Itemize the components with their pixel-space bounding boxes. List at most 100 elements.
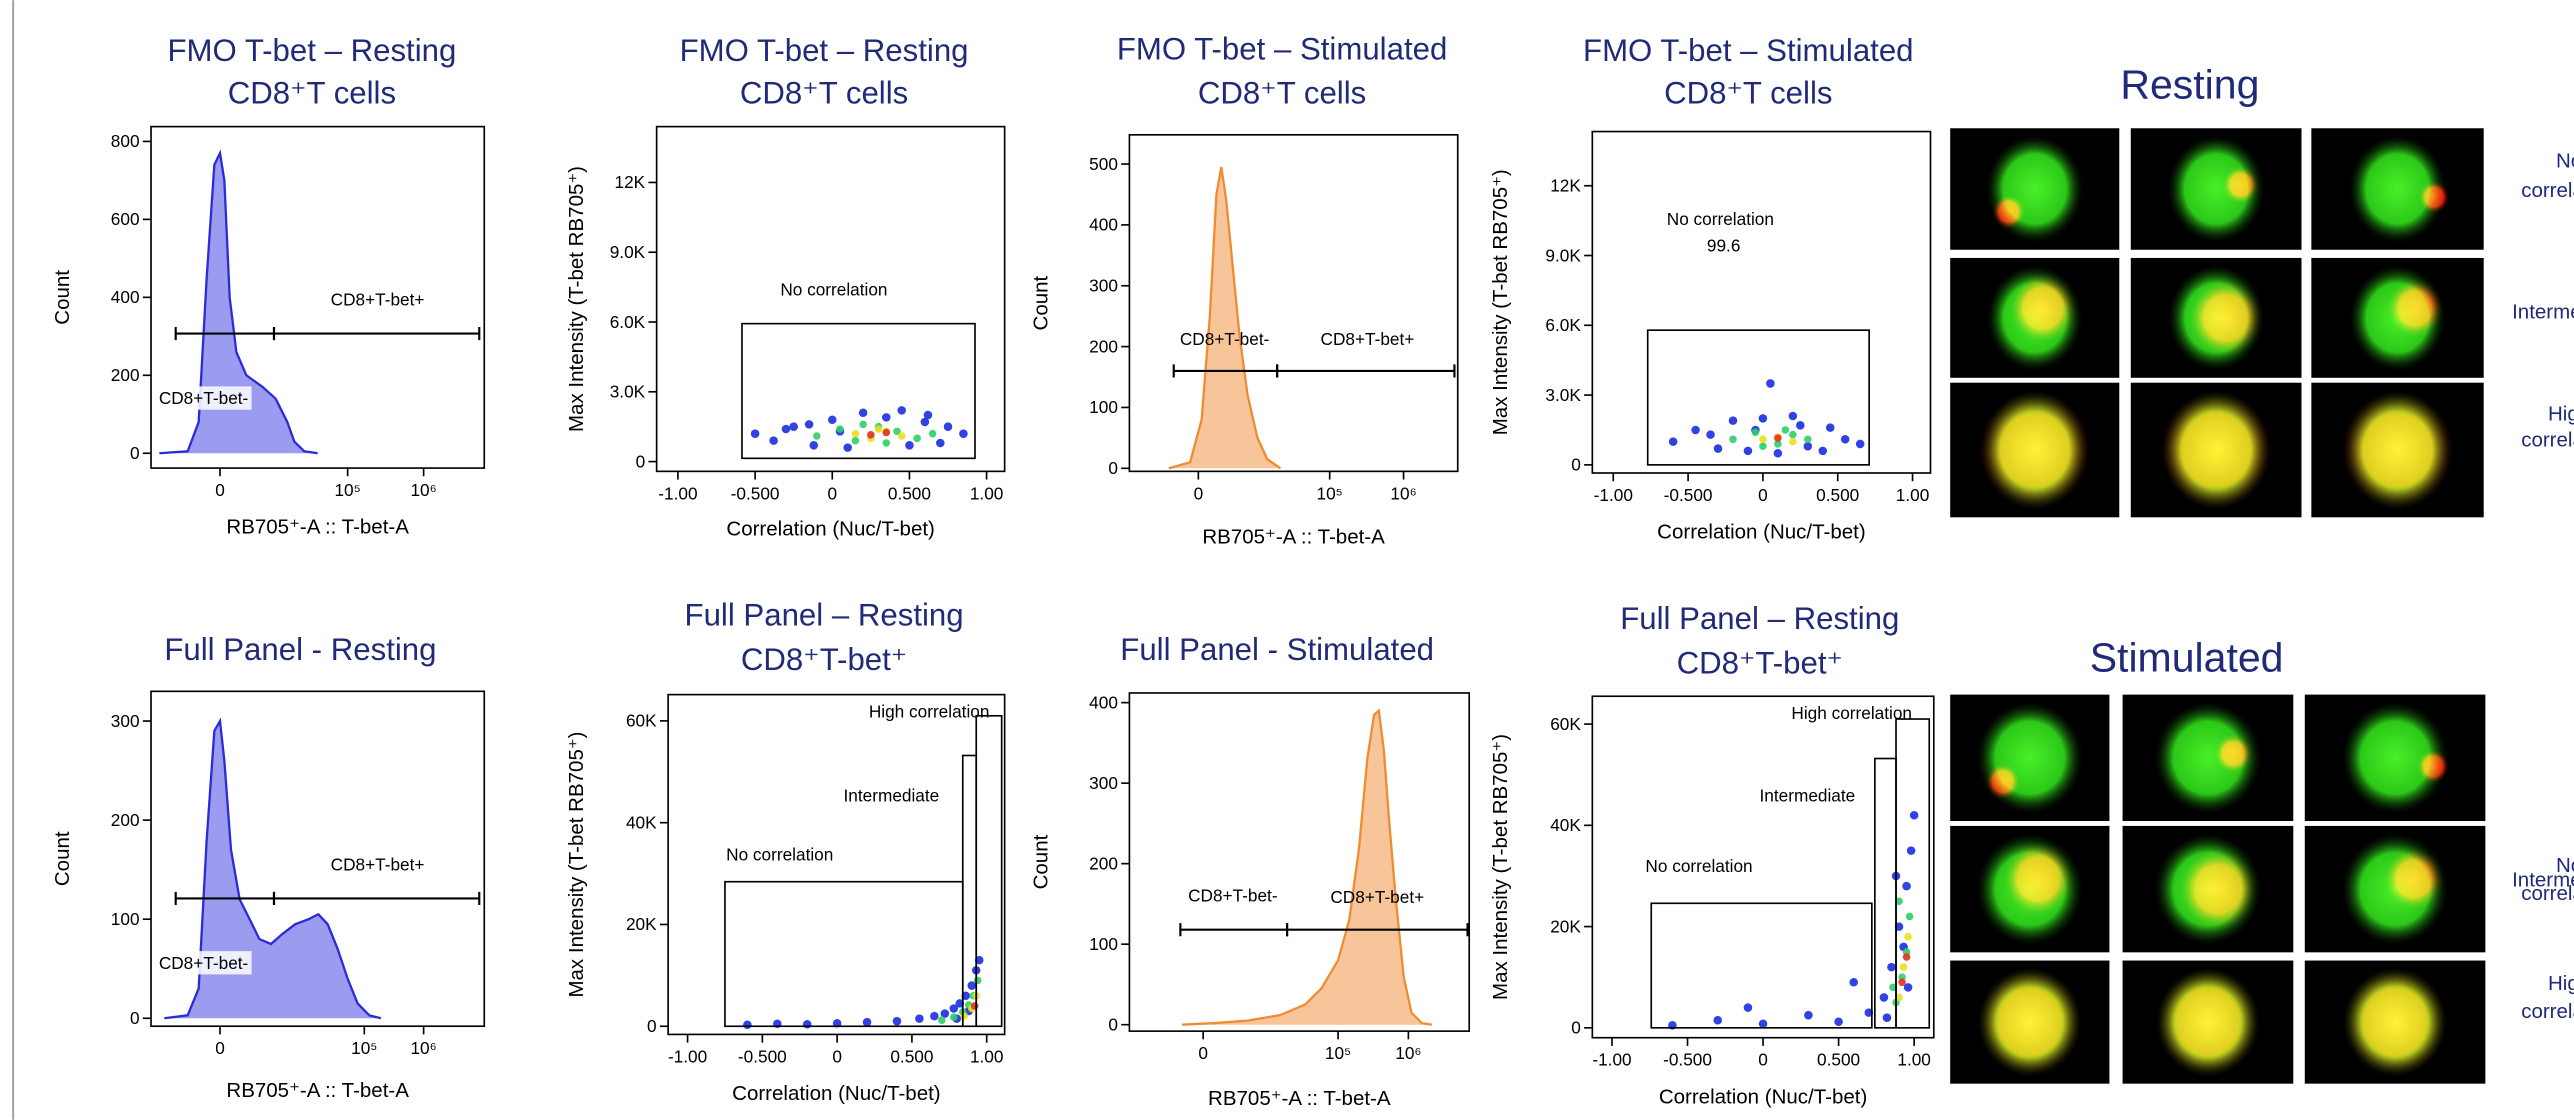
scatter-point [1759,442,1767,451]
green-signal [2341,702,2449,814]
panel: FMO T-bet – Stimulated CD8⁺T cells RB705⁺-… [1029,31,1459,549]
scatter-point [1864,1008,1874,1017]
histogram-line [1168,166,1282,470]
scatter-point [1691,425,1700,435]
chart-subtitle: CD8⁺T-bet⁺ [1677,645,1843,680]
gate-label: CD8+T-bet+ [331,290,425,310]
scatter-point [781,424,791,434]
scatter-point [955,999,965,1008]
scatter-point [882,413,891,422]
gate-line [1286,923,1469,937]
y-tick-label: 40K [626,812,657,832]
y-axis-label: Count [51,270,74,325]
scatter-point [843,443,852,452]
scatter-point [1804,1010,1813,1020]
scatter-point [1855,439,1865,449]
chart-title: Full Panel - Stimulated [1120,632,1434,667]
scatter-point [882,428,891,437]
microscopy-image [2122,960,2294,1084]
gate-rect [1646,329,1870,466]
x-axis-label: RB705⁺-A :: T-bet-A [1202,526,1385,549]
x-tick-label: -0.500 [1664,485,1713,505]
red-signal [2387,279,2443,338]
y-tick-label: 200 [1089,853,1118,873]
scatter-point [813,432,821,440]
scatter-point [1713,1015,1723,1025]
red-signal [2156,967,2260,1077]
x-tick-label: 10⁵ [1317,483,1343,503]
gate-label: CD8+T-bet- [1180,329,1269,349]
scatter-point [851,436,860,445]
row-label: No [2556,150,2574,173]
y-tick-label: 12K [1550,175,1581,195]
y-axis-label: Count [1029,834,1052,889]
gate-line [272,891,481,905]
scatter-point [961,991,971,1001]
scatter-point [960,1012,969,1020]
chart-subtitle: CD8⁺T-bet⁺ [741,642,907,677]
x-tick-label: 1.00 [1897,1050,1931,1070]
y-tick-label: 0 [636,451,646,471]
scatter-point [1909,810,1919,820]
plot-frame [1591,130,1932,474]
scatter-point [862,1017,872,1027]
red-signal [2179,849,2257,930]
red-signal [2418,181,2450,214]
x-tick-label: -1.00 [658,483,697,503]
scatter-point [1905,912,1914,921]
gate-label: No correlation [1667,209,1774,229]
scatter-point [1899,963,1908,971]
microscopy-image [1950,825,2110,953]
scatter-point [1789,437,1797,446]
y-tick-label: 200 [1089,336,1118,356]
scatter-point [936,438,945,448]
scatter-point [1774,434,1782,442]
gate-label-bg [155,951,252,975]
red-signal [2417,749,2450,784]
panel: FMO T-bet – Resting CD8⁺T cells RB705⁺-A :… [51,33,486,539]
chart-subtitle: CD8⁺T cells [740,76,908,111]
x-axis-label: Correlation (Nuc/T-bet) [732,1082,940,1105]
y-tick-label: 20K [626,914,657,934]
y-tick-label: 300 [1089,275,1118,295]
y-tick-label: 3.0K [610,382,646,402]
scatter-point [1751,428,1760,437]
y-axis-label: Count [51,831,74,886]
gate-label: High correlation [1791,703,1912,723]
scatter-point [897,406,906,415]
green-signal [2154,702,2262,814]
y-tick-label: 100 [1089,934,1118,954]
chart-title: Full Panel - Resting [164,632,436,667]
gate-line [1179,923,1289,937]
gate-label: No correlation [780,280,887,300]
scatter-point [1903,983,1913,992]
gate-label: Intermediate [1760,785,1856,805]
scatter-point [950,1013,958,1021]
x-tick-label: 0 [827,483,837,503]
scatter-point [1906,846,1916,855]
red-signal [2384,848,2443,910]
scatter-point [920,417,930,427]
gate-percent: 99.6 [1707,235,1741,255]
red-signal [2214,734,2252,774]
scatter-point [1825,423,1835,432]
scatter-point [1840,435,1850,444]
image-group-title: Resting [2120,62,2259,108]
x-tick-label: -0.500 [1663,1050,1712,1070]
gate-label: CD8+T-bet+ [331,854,425,874]
red-signal [2003,842,2073,916]
row-label: High [2548,402,2574,425]
y-tick-label: 400 [1089,692,1118,712]
y-tick-label: 6.0K [1545,315,1581,335]
scatter-point [1804,435,1812,444]
x-tick-label: 0 [1194,483,1204,503]
scatter-point [1766,379,1775,388]
y-tick-label: 0 [1108,1014,1118,1034]
scatter-point [970,1002,979,1010]
y-tick-label: 500 [1089,154,1118,174]
x-tick-label: -0.500 [738,1046,787,1066]
panel: FMO T-bet – Resting CD8⁺T cells Correlatio… [565,33,1006,540]
scatter-point [913,434,921,443]
scatter-point [1803,441,1813,451]
histogram-fill [164,721,381,1019]
